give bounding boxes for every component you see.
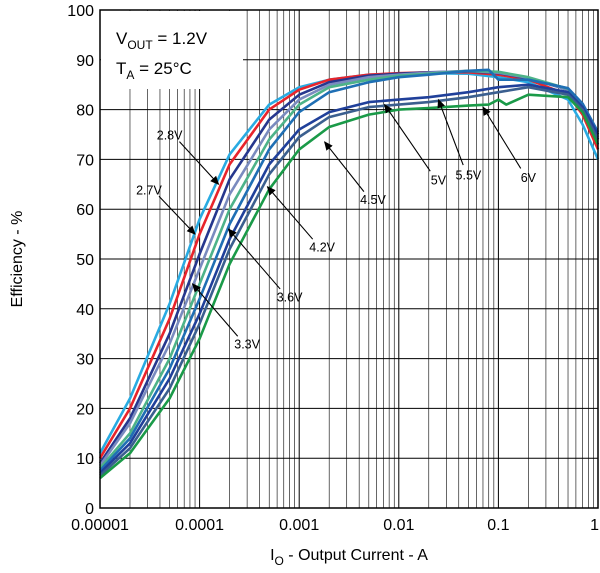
callout-arrow: [266, 186, 314, 240]
x-tick-labels: 0.00001 0.0001 0.001 0.01 0.1 1: [71, 517, 599, 534]
y-axis-title: Efficiency - %: [9, 211, 26, 308]
y-tick-label: 20: [76, 401, 94, 418]
series-lines: [98, 68, 600, 480]
callout-label: 2.7V: [136, 183, 162, 197]
y-tick-label: 90: [76, 53, 94, 70]
y-tick-label: 30: [76, 352, 94, 369]
callout-label: 5.5V: [456, 168, 482, 182]
series-line-4-2v: [99, 69, 600, 470]
callout-label: 3.3V: [234, 338, 260, 352]
callout-label: 4.5V: [360, 193, 386, 207]
callout-arrow: [324, 141, 365, 192]
condition-text: VOUT = 1.2V: [116, 29, 208, 52]
x-tick-label: 0.01: [383, 517, 414, 534]
x-axis-title: IO - Output Current - A: [270, 547, 428, 568]
y-tick-label: 70: [76, 152, 94, 169]
callout-arrow: [227, 228, 281, 290]
callout-label: 2.8V: [157, 129, 183, 143]
y-tick-label: 60: [76, 202, 94, 219]
y-tick-label: 80: [76, 103, 94, 120]
series-line-6v: [99, 93, 600, 480]
x-tick-label: 1: [590, 517, 599, 534]
y-tick-label: 50: [76, 252, 94, 269]
conditions-background: [101, 11, 243, 89]
plot-frame: [99, 9, 599, 509]
callout-arrow: [482, 106, 522, 169]
condition-text: TA = 25°C: [116, 59, 192, 82]
x-tick-label: 0.00001: [71, 517, 129, 534]
callout-arrow: [437, 98, 464, 166]
y-tick-label: 0: [85, 501, 94, 518]
callout-arrow: [384, 103, 431, 172]
callout-arrow: [158, 195, 196, 235]
series-line-5-5v: [99, 85, 600, 477]
x-tick-label: 0.1: [487, 517, 509, 534]
series-line-5v: [99, 83, 600, 475]
x-tick-label: 0.001: [279, 517, 319, 534]
callout-label: 4.2V: [309, 241, 335, 255]
y-tick-labels: 0 10 20 30 40 50 60 70 80 90 100: [67, 3, 94, 518]
x-tick-label: 0.0001: [175, 517, 224, 534]
conditions-box: VOUT = 1.2V TA = 25°C: [101, 11, 243, 89]
y-tick-label: 40: [76, 302, 94, 319]
y-tick-label: 100: [67, 3, 94, 20]
callout-label: 6V: [521, 171, 537, 185]
y-tick-label: 10: [76, 451, 94, 468]
callout-label: 3.6V: [277, 290, 303, 304]
annotations: 2.8V 2.7V 4.5V 4.2V 3.6V 3.3V 5V 5.5V 6V: [136, 98, 537, 352]
callout-arrow: [179, 141, 220, 186]
series-line-4-5v: [99, 68, 600, 472]
callout-arrow: [191, 283, 239, 337]
callout-label: 5V: [431, 173, 447, 187]
